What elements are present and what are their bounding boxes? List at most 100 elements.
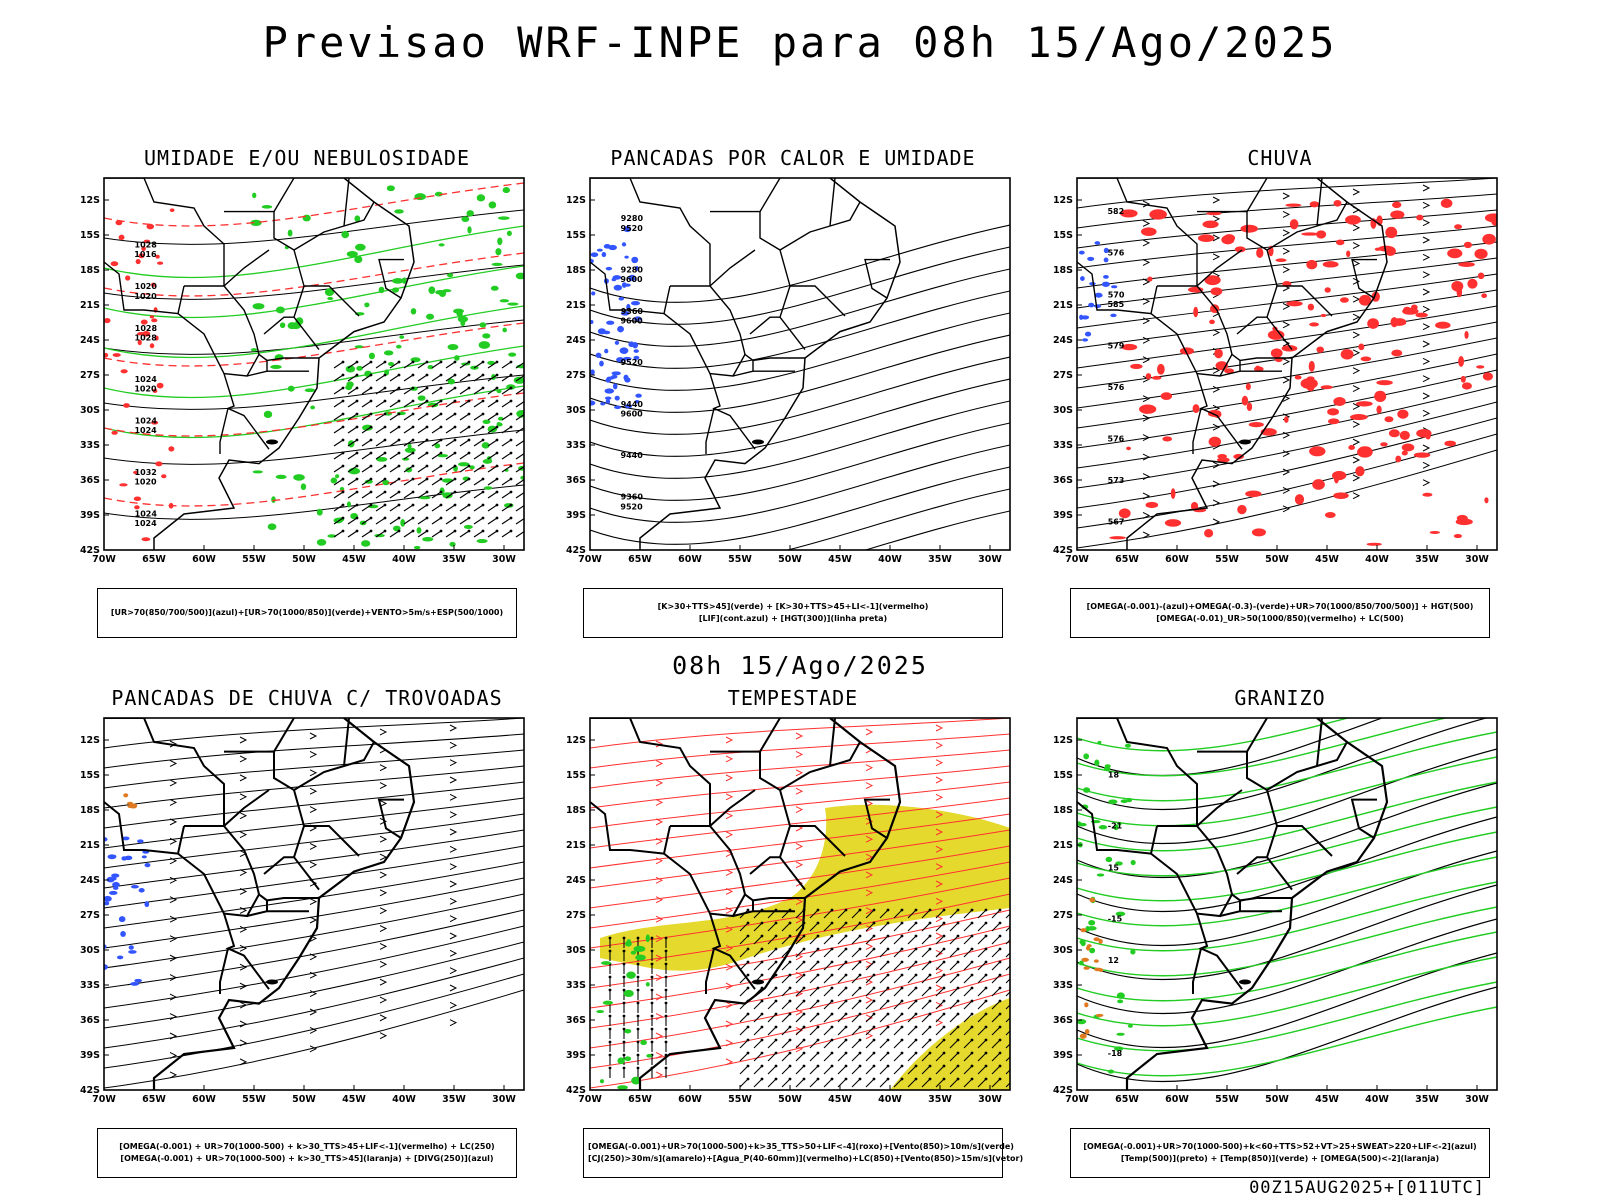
streamline-arrow: [1422, 323, 1431, 331]
field-cell: [141, 537, 151, 542]
wind-vector-head: [341, 399, 345, 403]
wind-vector-head: [956, 1064, 960, 1068]
wind-vector-head: [439, 386, 443, 390]
wind-vector-head: [355, 451, 359, 455]
contour-line: [863, 510, 1010, 550]
streamline-arrow: [239, 812, 248, 820]
contour-line: [104, 305, 524, 359]
streamline-arrow: [1422, 357, 1431, 365]
wind-vector-head: [816, 1064, 820, 1068]
field-cell: [1145, 373, 1152, 380]
wind-vector-head: [844, 1051, 848, 1055]
wind-vector: [823, 1013, 833, 1023]
wind-vector-head: [383, 412, 387, 416]
wind-vector: [473, 465, 484, 473]
wind-vector-head: [760, 1012, 764, 1016]
wind-vector-head: [622, 936, 626, 940]
latitude-tick-label: 18S: [80, 265, 100, 276]
streamline-arrow: [795, 898, 804, 906]
orange-markers: [123, 793, 138, 809]
wind-vector-head: [425, 451, 429, 455]
wind-vector-head: [467, 373, 471, 377]
wind-vector-head: [928, 1025, 932, 1029]
wind-vector-head: [774, 960, 778, 964]
wind-vector: [739, 1026, 749, 1036]
wind-vector-head: [746, 1012, 750, 1016]
streamline-arrow: [725, 906, 734, 914]
wind-vector-head: [970, 973, 974, 977]
latitude-tick-label: 12S: [566, 735, 586, 746]
wind-vector: [977, 961, 987, 971]
state-border: [1246, 718, 1268, 753]
wind-vector-head: [355, 399, 359, 403]
streamline-arrow: [449, 811, 458, 819]
streamline-arrow: [935, 776, 944, 784]
wind-vector: [375, 504, 386, 512]
streamline-arrow: [725, 1039, 734, 1047]
field-cell: [613, 284, 623, 291]
wind-vector-head: [802, 934, 806, 938]
wind-vector: [879, 1078, 889, 1088]
streamline-arrow: [1422, 236, 1431, 244]
streamline-arrow: [1282, 302, 1291, 310]
wind-vector-head: [788, 1025, 792, 1029]
wind-vector: [823, 987, 833, 997]
wind-vector-head: [984, 1012, 988, 1016]
streamline: [590, 845, 1010, 909]
wind-vector: [487, 452, 498, 460]
field-cell: [497, 237, 503, 246]
wind-vector-head: [858, 1038, 862, 1042]
field-cell: [1307, 303, 1315, 311]
streamline-arrow: [1142, 317, 1151, 325]
longitude-tick-label: 50W: [778, 554, 802, 565]
wind-vector-head: [355, 464, 359, 468]
longitude-tick-label: 30W: [492, 554, 516, 565]
field-cell: [617, 325, 625, 333]
wind-vector: [753, 922, 763, 932]
state-border: [709, 789, 756, 827]
streamline-arrow: [865, 871, 874, 879]
field-cell: [1115, 861, 1123, 866]
wind-vector-head: [746, 1025, 750, 1029]
latitude-tick-label: 18S: [566, 805, 586, 816]
wind-vector: [739, 935, 749, 945]
wind-vector-head: [481, 516, 485, 520]
wind-vector: [389, 413, 400, 421]
field-cell: [386, 185, 395, 192]
wind-vector-head: [397, 451, 401, 455]
field-cell: [467, 226, 472, 234]
wind-vector: [361, 517, 372, 525]
contour-line: [785, 488, 1010, 550]
streamline-arrow: [795, 990, 804, 998]
wind-vector: [333, 452, 344, 460]
field-cell: [401, 457, 410, 461]
wind-vector-head: [1013, 987, 1016, 990]
state-border: [779, 201, 861, 251]
wind-vector: [417, 452, 428, 460]
field-cell: [1474, 248, 1488, 260]
state-border: [779, 741, 861, 791]
latitude-tick-label: 24S: [80, 335, 100, 346]
wind-vector: [1005, 1082, 1010, 1088]
wind-vector-head: [383, 386, 387, 390]
legend-box: [K>30+TTS>45](verde) + [K>30+TTS>45+LI<-…: [583, 588, 1003, 638]
longitude-tick-label: 40W: [1365, 1094, 1389, 1105]
latitude-tick-label: 12S: [1053, 735, 1073, 746]
wind-vector: [501, 452, 512, 460]
field-cell: [422, 537, 434, 542]
wind-vector: [767, 922, 777, 932]
wind850-vectors-west: [608, 936, 668, 1078]
longitude-tick-label: 60W: [192, 1094, 216, 1105]
wind-vector-head: [858, 1064, 862, 1068]
latitude-tick-label: 30S: [80, 405, 100, 416]
latitude-tick-label: 33S: [1053, 440, 1073, 451]
wind850-vectors: [739, 908, 1016, 1088]
wind-vector: [781, 1078, 791, 1088]
wind-vector-head: [467, 451, 471, 455]
wind-vector-head: [956, 1077, 960, 1081]
wind-vector: [361, 374, 372, 382]
field-cell: [341, 230, 350, 239]
wind-vector-head: [984, 1051, 988, 1055]
wind-vector-head: [928, 973, 932, 977]
field-cell: [143, 239, 151, 243]
